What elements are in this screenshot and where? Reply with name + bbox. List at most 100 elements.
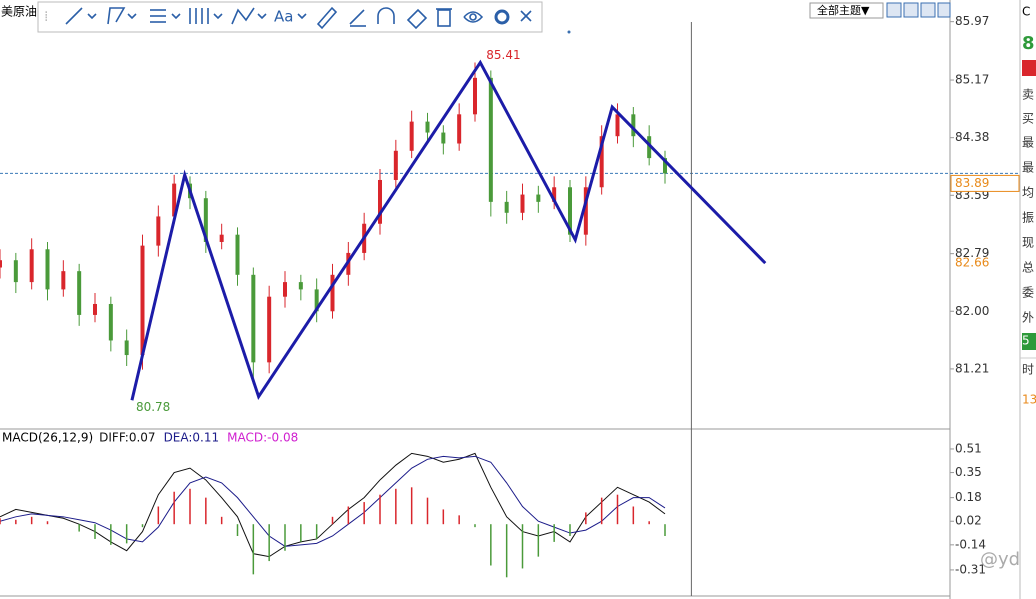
view-button[interactable] — [937, 2, 951, 18]
legend-label: MACD:-0.08 — [227, 431, 298, 445]
text-tool[interactable]: Aa — [274, 8, 293, 26]
y-tick-label: 82.00 — [955, 304, 989, 318]
close-tool[interactable] — [520, 10, 532, 22]
candle-body — [393, 150, 398, 180]
side-label: 委 — [1022, 286, 1034, 300]
view-buttons — [886, 2, 951, 18]
fib-tool[interactable] — [150, 9, 181, 23]
y-tick-label: -0.14 — [955, 537, 986, 551]
y-tick-label: 0.35 — [955, 465, 982, 479]
candle-body — [298, 282, 303, 290]
side-label: 13 — [1022, 393, 1036, 407]
candle-body — [409, 121, 414, 151]
eraser-tool[interactable] — [406, 8, 428, 30]
legend-label: DIFF:0.07 — [99, 431, 155, 445]
side-label: 买 — [1022, 112, 1034, 126]
candle-body — [172, 183, 177, 217]
candle-body — [647, 136, 652, 159]
candle-body — [45, 249, 50, 290]
candle-body — [314, 289, 319, 312]
candle-body — [251, 274, 256, 363]
candle-body — [77, 271, 82, 315]
peak-label: 85.41 — [486, 48, 520, 62]
toolbar: Aa ⁞ — [37, 1, 543, 33]
candle-body — [283, 282, 287, 297]
candle-body — [235, 234, 240, 275]
polyline-tool[interactable] — [107, 7, 137, 25]
candle-body — [61, 271, 66, 290]
candle-body — [615, 114, 620, 137]
trough-label: 80.78 — [136, 400, 170, 414]
last-price-label: 83.89 — [955, 176, 989, 190]
view-button[interactable] — [886, 2, 902, 18]
theme-button[interactable] — [809, 2, 884, 19]
end-price-label: 82.66 — [955, 256, 989, 270]
watermark: @yd — [980, 549, 1020, 570]
side-label: 现 — [1022, 236, 1034, 250]
side-label: 卖 — [1022, 88, 1034, 102]
candle-body — [219, 234, 224, 242]
candle-body — [473, 77, 477, 115]
ruler-tool[interactable] — [316, 6, 338, 30]
side-label: 均 — [1022, 186, 1034, 200]
candle-body — [631, 114, 636, 137]
show-tool[interactable] — [463, 11, 484, 23]
last-price-box — [950, 174, 1020, 192]
candle-body — [267, 296, 272, 363]
candle-body — [140, 245, 145, 356]
side-box — [1022, 333, 1036, 350]
candle-body — [583, 187, 588, 235]
text-tool-arrow[interactable] — [297, 13, 307, 20]
macd-title: MACD(26,12,9) — [2, 431, 93, 445]
dot — [567, 30, 571, 34]
side-label: 8 — [1022, 33, 1035, 54]
candle-body — [552, 187, 557, 202]
candle-body — [156, 216, 161, 246]
line-tool[interactable] — [65, 7, 97, 25]
candle-body — [203, 198, 208, 242]
candle-body — [568, 187, 572, 235]
grip: ⁞ — [44, 9, 48, 25]
cycle-tool[interactable] — [189, 8, 223, 24]
candle-body — [425, 121, 430, 133]
candle-body — [488, 77, 493, 202]
view-button[interactable] — [920, 2, 936, 18]
side-label: 时 — [1022, 363, 1034, 377]
y-tick-label: 85.97 — [955, 14, 989, 28]
y-tick-label: 82.79 — [955, 246, 989, 260]
y-tick-label: 81.21 — [955, 361, 989, 375]
side-label: 振 — [1022, 211, 1034, 225]
y-tick-label: 0.02 — [955, 514, 982, 528]
candle-body — [378, 179, 382, 224]
side-label: 最 — [1022, 161, 1034, 175]
candle-body — [108, 303, 113, 341]
delete-tool[interactable] — [436, 8, 452, 27]
view-button[interactable] — [903, 2, 919, 18]
symbol: 美原油 — [1, 5, 37, 19]
y-tick-label: 0.51 — [955, 441, 982, 455]
y-tick-label: 85.17 — [955, 73, 989, 87]
settings-tool[interactable] — [494, 9, 510, 25]
zigzag-line — [130, 59, 767, 401]
candle-body — [93, 303, 97, 315]
side-label: 最 — [1022, 136, 1034, 150]
candle-body — [663, 158, 667, 174]
candle-body — [13, 260, 18, 283]
theme-button-label: 全部主题▼ — [817, 3, 870, 17]
legend-label: DEA:0.11 — [164, 431, 220, 445]
side-box — [1022, 60, 1036, 76]
side-label: 总 — [1022, 261, 1034, 275]
magnet-tool[interactable] — [377, 7, 395, 24]
candle-body — [330, 274, 335, 312]
candle-body — [599, 136, 604, 188]
pen-tool[interactable] — [349, 9, 366, 27]
candle-body — [504, 201, 509, 213]
pattern-tool[interactable] — [231, 7, 267, 25]
candle-body — [520, 194, 525, 213]
y-tick-label: 0.18 — [955, 490, 982, 504]
y-tick-label: 84.38 — [955, 130, 989, 144]
candle-body — [536, 194, 541, 202]
y-tick-label: -0.31 — [955, 562, 986, 576]
candle-body — [29, 249, 34, 283]
